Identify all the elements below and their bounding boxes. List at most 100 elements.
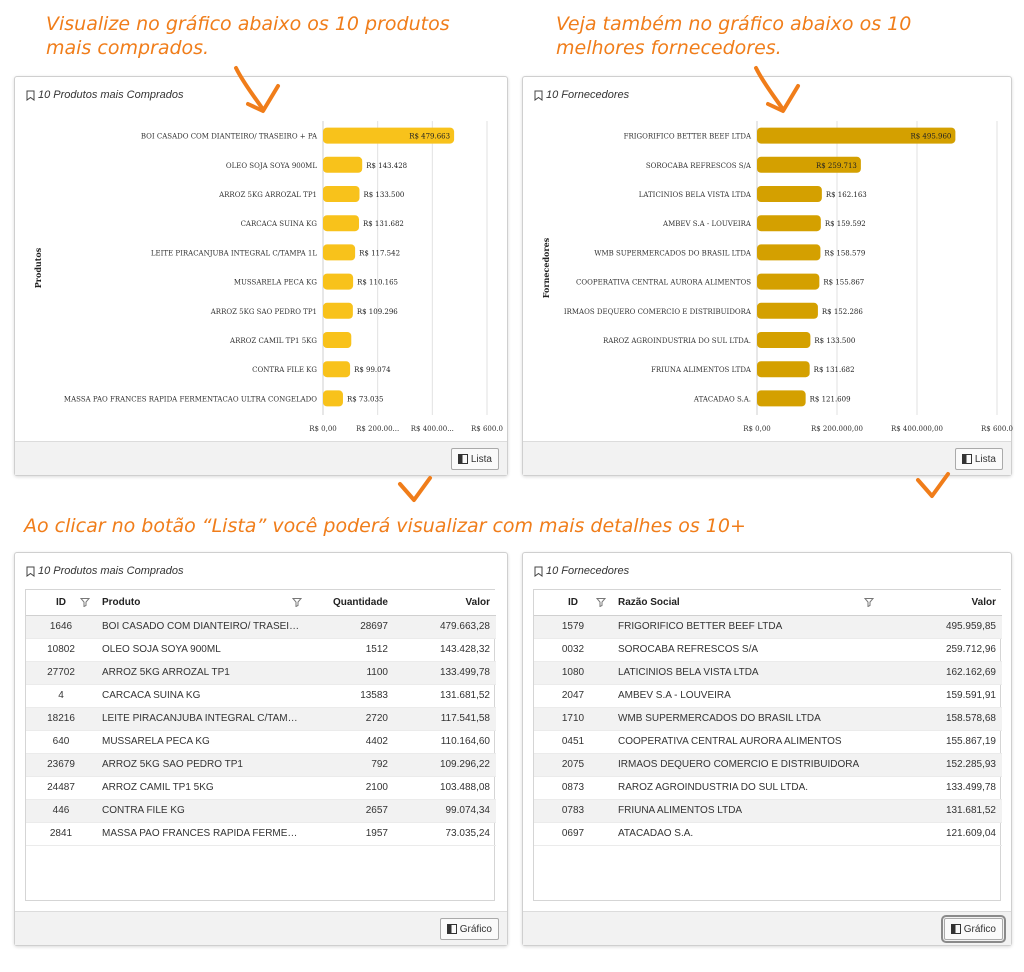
table-row[interactable]: 27702 ARROZ 5KG ARROZAL TP1 1100 133.499,78	[26, 661, 496, 685]
table-cell: 2841	[26, 822, 96, 846]
x-tick-label: R$ 400.00...	[411, 425, 454, 433]
data-label: R$ 131.682	[363, 220, 404, 228]
category-label: CONTRA FILE KG	[252, 366, 317, 374]
table-cell: IRMAOS DEQUERO COMERCIO E DISTRIBUIDORA	[612, 753, 880, 777]
category-label: ARROZ 5KG SAO PEDRO TP1	[210, 308, 317, 316]
table-cell: ARROZ CAMIL TP1 5KG	[96, 776, 308, 800]
data-label: R$ 99.074	[354, 366, 391, 374]
bar	[323, 273, 354, 290]
table-cell: 0783	[534, 799, 612, 823]
table-row[interactable]: 446 CONTRA FILE KG 2657 99.074,34	[26, 799, 496, 823]
table-cell: 1080	[534, 661, 612, 685]
panel-icon	[457, 454, 468, 464]
table-cell: 259.712,96	[880, 638, 1002, 662]
table-cell: 23679	[26, 753, 96, 777]
table-row[interactable]: 0873 RAROZ AGROINDUSTRIA DO SUL LTDA. 133.…	[534, 776, 1002, 800]
table-row[interactable]: 24487 ARROZ CAMIL TP1 5KG 2100 103.488,08	[26, 776, 496, 800]
data-label: R$ 259.713	[816, 162, 857, 170]
lista-button-label: Lista	[470, 453, 492, 465]
table-row[interactable]: 1710 WMB SUPERMERCADOS DO BRASIL LTDA 158.…	[534, 707, 1002, 731]
category-label: COOPERATIVA CENTRAL AURORA ALIMENTOS	[576, 279, 751, 287]
suppliers-list-panel: 10 Fornecedores ID Razão Social Valor 15	[522, 552, 1012, 946]
bookmark-icon	[534, 566, 543, 577]
lista-button[interactable]: Lista	[954, 448, 1003, 470]
bar	[757, 273, 820, 290]
table-cell: 18216	[26, 707, 96, 731]
table-row[interactable]: 1646 BOI CASADO COM DIANTEIRO/ TRASEIRO +…	[26, 615, 496, 639]
panel-footer: Lista	[15, 441, 507, 475]
data-label: R$ 110.165	[357, 279, 398, 287]
table-row[interactable]: 2047 AMBEV S.A - LOUVEIRA 159.591,91	[534, 684, 1002, 708]
column-header-produto[interactable]: Produto	[96, 590, 308, 616]
bar	[757, 215, 821, 232]
table-cell: 10802	[26, 638, 96, 662]
table-row[interactable]: 1080 LATICINIOS BELA VISTA LTDA 162.162,69	[534, 661, 1002, 685]
table-row[interactable]: 18216 LEITE PIRACANJUBA INTEGRAL C/TAMPA …	[26, 707, 496, 731]
category-label: CARCACA SUINA KG	[241, 220, 318, 228]
grafico-button-label: Gráfico	[459, 923, 492, 935]
column-header-quantidade[interactable]: Quantidade	[308, 590, 394, 616]
column-header-valor[interactable]: Valor	[880, 590, 1002, 616]
column-header-id[interactable]: ID	[534, 590, 612, 616]
category-label: IRMAOS DEQUERO COMERCIO E DISTRIBUIDORA	[564, 308, 752, 316]
table-cell: 131.681,52	[394, 684, 496, 708]
bar	[323, 186, 360, 202]
lista-button[interactable]: Lista	[450, 448, 499, 470]
x-tick-label: R$ 200.00...	[356, 425, 399, 433]
column-header-id[interactable]: ID	[26, 590, 96, 616]
suppliers-grid: ID Razão Social Valor 1579 FRIGORIFICO BE…	[533, 589, 1002, 901]
data-label: R$ 73.035	[347, 395, 383, 403]
caption-line: Veja também no gráfico abaixo os 10	[556, 13, 912, 35]
table-row[interactable]: 4 CARCACA SUINA KG 13583 131.681,52	[26, 684, 496, 708]
table-row[interactable]: 0697 ATACADAO S.A. 121.609,04	[534, 822, 1002, 846]
x-tick-label: R$ 200.000,00	[811, 425, 863, 433]
x-tick-label: R$ 600.0	[471, 425, 503, 433]
grafico-button[interactable]: Gráfico	[439, 918, 499, 940]
table-cell: ARROZ 5KG ARROZAL TP1	[96, 661, 308, 685]
bar	[757, 186, 822, 202]
table-cell: CONTRA FILE KG	[96, 799, 308, 823]
panel-icon	[961, 454, 972, 464]
category-label: ARROZ CAMIL TP1 5KG	[229, 337, 317, 345]
caption-line: Visualize no gráfico abaixo os 10 produt…	[46, 13, 450, 35]
table-cell: 2657	[308, 799, 394, 823]
bar	[757, 127, 956, 144]
y-axis-title: Produtos	[33, 247, 43, 288]
column-header-label: ID	[568, 596, 578, 608]
table-row[interactable]: 1579 FRIGORIFICO BETTER BEEF LTDA 495.959,…	[534, 615, 1002, 639]
column-header-label: Produto	[102, 596, 141, 608]
table-cell: 1512	[308, 638, 394, 662]
table-cell: 4402	[308, 730, 394, 754]
table-cell: 103.488,08	[394, 776, 496, 800]
filter-icon[interactable]	[292, 597, 302, 607]
table-row[interactable]: 0451 COOPERATIVA CENTRAL AURORA ALIMENTOS…	[534, 730, 1002, 754]
lista-button-label: Lista	[974, 453, 996, 465]
filter-icon[interactable]	[596, 597, 606, 607]
table-cell: 109.296,22	[394, 753, 496, 777]
filter-icon[interactable]	[80, 597, 90, 607]
filter-icon[interactable]	[864, 597, 874, 607]
bookmark-icon	[26, 90, 35, 101]
bar	[757, 156, 861, 173]
table-cell: 4	[26, 684, 96, 708]
column-header-razao-social[interactable]: Razão Social	[612, 590, 880, 616]
panel-title-text: 10 Produtos mais Comprados	[38, 565, 184, 577]
table-cell: 0032	[534, 638, 612, 662]
table-row[interactable]: 2841 MASSA PAO FRANCES RAPIDA FERMENTAC..…	[26, 822, 496, 846]
table-row[interactable]: 640 MUSSARELA PECA KG 4402 110.164,60	[26, 730, 496, 754]
table-cell: ARROZ 5KG SAO PEDRO TP1	[96, 753, 308, 777]
products-grid: ID Produto Quantidade Valor 1646 BOI CASA…	[25, 589, 496, 901]
grafico-button[interactable]: Gráfico	[940, 915, 1007, 943]
caption-top-right: Veja também no gráfico abaixo os 10 melh…	[556, 12, 911, 60]
table-cell: 143.428,32	[394, 638, 496, 662]
table-cell: 24487	[26, 776, 96, 800]
table-row[interactable]: 0783 FRIUNA ALIMENTOS LTDA 131.681,52	[534, 799, 1002, 823]
table-row[interactable]: 2075 IRMAOS DEQUERO COMERCIO E DISTRIBUID…	[534, 753, 1002, 777]
table-cell: 479.663,28	[394, 615, 496, 639]
column-header-valor[interactable]: Valor	[394, 590, 496, 616]
table-row[interactable]: 10802 OLEO SOJA SOYA 900ML 1512 143.428,32	[26, 638, 496, 662]
table-cell: 792	[308, 753, 394, 777]
caption-top-left: Visualize no gráfico abaixo os 10 produt…	[46, 12, 450, 60]
table-row[interactable]: 0032 SOROCABA REFRESCOS S/A 259.712,96	[534, 638, 1002, 662]
table-row[interactable]: 23679 ARROZ 5KG SAO PEDRO TP1 792 109.296,2…	[26, 753, 496, 777]
